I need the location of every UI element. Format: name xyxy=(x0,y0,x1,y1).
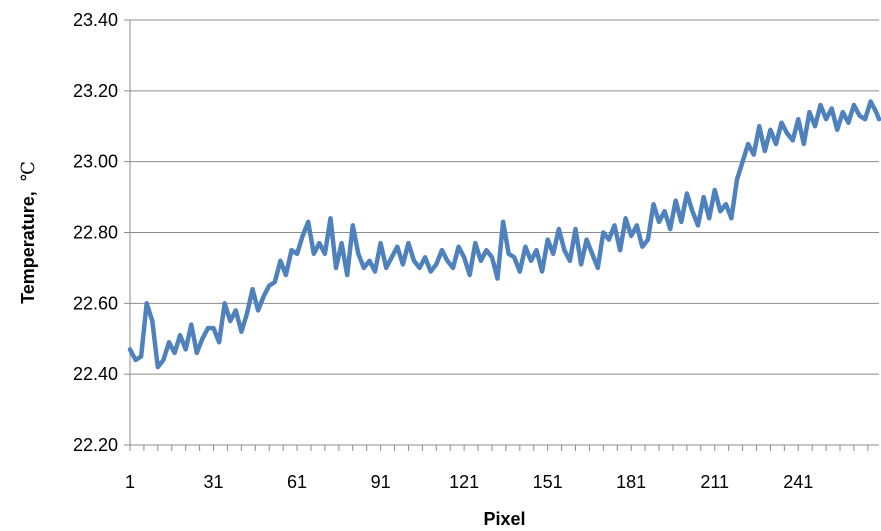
x-tick-label: 1 xyxy=(125,472,135,492)
x-tick-label: 241 xyxy=(783,472,813,492)
y-axis-title-text: Temperature, xyxy=(18,191,38,304)
y-axis-unit: ℃ xyxy=(18,161,39,181)
x-tick-label: 181 xyxy=(616,472,646,492)
y-axis-tick-labels: 22.20 22.40 22.60 22.80 23.00 23.20 23.40 xyxy=(73,10,118,455)
y-axis-title: Temperature, ℃ xyxy=(18,161,39,304)
y-tick-label: 23.20 xyxy=(73,81,118,101)
y-tick-label: 22.20 xyxy=(73,435,118,455)
x-tick-label: 31 xyxy=(204,472,224,492)
y-tick-label: 23.00 xyxy=(73,152,118,172)
x-tick-label: 121 xyxy=(449,472,479,492)
x-axis-title: Pixel xyxy=(483,509,525,529)
y-tick-label: 22.80 xyxy=(73,223,118,243)
gridlines xyxy=(130,19,879,375)
y-tick-label: 22.60 xyxy=(73,293,118,313)
x-tick-label: 151 xyxy=(533,472,563,492)
x-axis-ticks xyxy=(129,445,869,451)
series-line xyxy=(127,99,881,370)
series-group xyxy=(127,99,881,370)
x-axis-tick-labels: 1 31 61 91 121 151 181 211 241 xyxy=(125,472,813,492)
x-tick-label: 211 xyxy=(700,472,729,492)
x-tick-label: 61 xyxy=(287,472,307,492)
y-tick-label: 22.40 xyxy=(73,364,118,384)
x-tick-label: 91 xyxy=(371,472,391,492)
y-tick-label: 23.40 xyxy=(73,10,118,30)
